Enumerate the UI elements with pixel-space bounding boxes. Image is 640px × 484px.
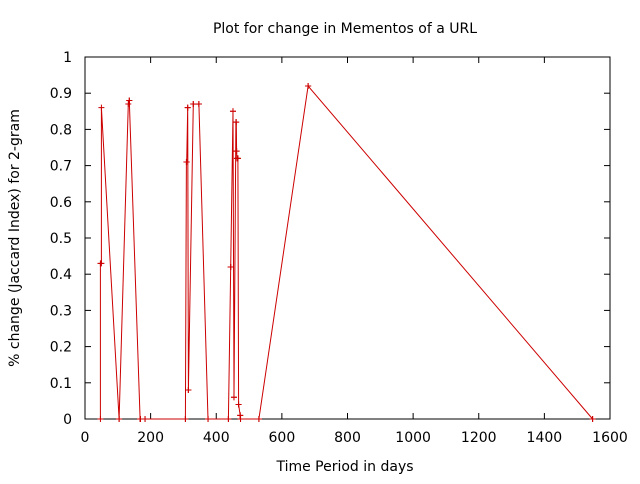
data-point [205,416,212,422]
y-tick-label: 0.1 [50,376,72,392]
x-tick-label: 200 [137,430,164,446]
data-point [225,416,232,422]
y-tick-label: 0.8 [50,122,72,138]
data-point [229,108,236,115]
data-point [589,416,596,422]
data-point [116,416,123,422]
data-point [142,416,149,422]
data-point [234,155,241,162]
data-point [98,260,105,267]
y-axis-label: % change (Jaccard Index) for 2-gram [7,109,23,367]
x-axis-label: Time Period in days [275,459,413,475]
x-tick-label: 1600 [592,430,628,446]
data-point [255,416,262,422]
data-point [305,82,312,89]
data-point [233,119,240,126]
x-tick-label: 0 [81,430,90,446]
y-tick-label: 0.6 [50,195,72,211]
x-tick-label: 600 [269,430,296,446]
series-line [99,84,593,420]
y-tick-label: 1 [63,50,72,66]
data-point [195,101,202,108]
data-point [182,416,189,422]
x-tick-label: 400 [203,430,230,446]
data-series [97,82,596,422]
y-tick-label: 0.5 [50,231,72,247]
y-tick-label: 0.4 [50,267,72,283]
y-tick-label: 0.3 [50,303,72,319]
data-point [190,101,197,108]
data-point [233,148,240,155]
data-point [125,101,132,108]
data-point [184,104,191,111]
y-tick-label: 0.7 [50,159,72,175]
y-tick-label: 0 [63,412,72,428]
data-point [237,416,244,422]
y-tick-label: 0.9 [50,86,72,102]
x-tick-label: 1000 [395,430,431,446]
data-point [227,263,234,270]
chart-title: Plot for change in Mementos of a URL [213,21,477,37]
x-tick-label: 1400 [527,430,563,446]
data-point [185,387,192,394]
x-tick-label: 800 [334,430,361,446]
y-tick-label: 0.2 [50,340,72,356]
plot-frame [84,56,611,420]
x-tick-label: 1200 [461,430,497,446]
data-point [183,158,190,165]
data-point [235,401,242,408]
data-point [97,416,104,422]
data-point [126,97,133,104]
axis-ticks: 0 200 400 600 800 1000 1200 1400 1600 0 0.1 0.2 0.3 0… [50,50,628,446]
data-point [98,104,105,111]
data-point [230,394,237,401]
